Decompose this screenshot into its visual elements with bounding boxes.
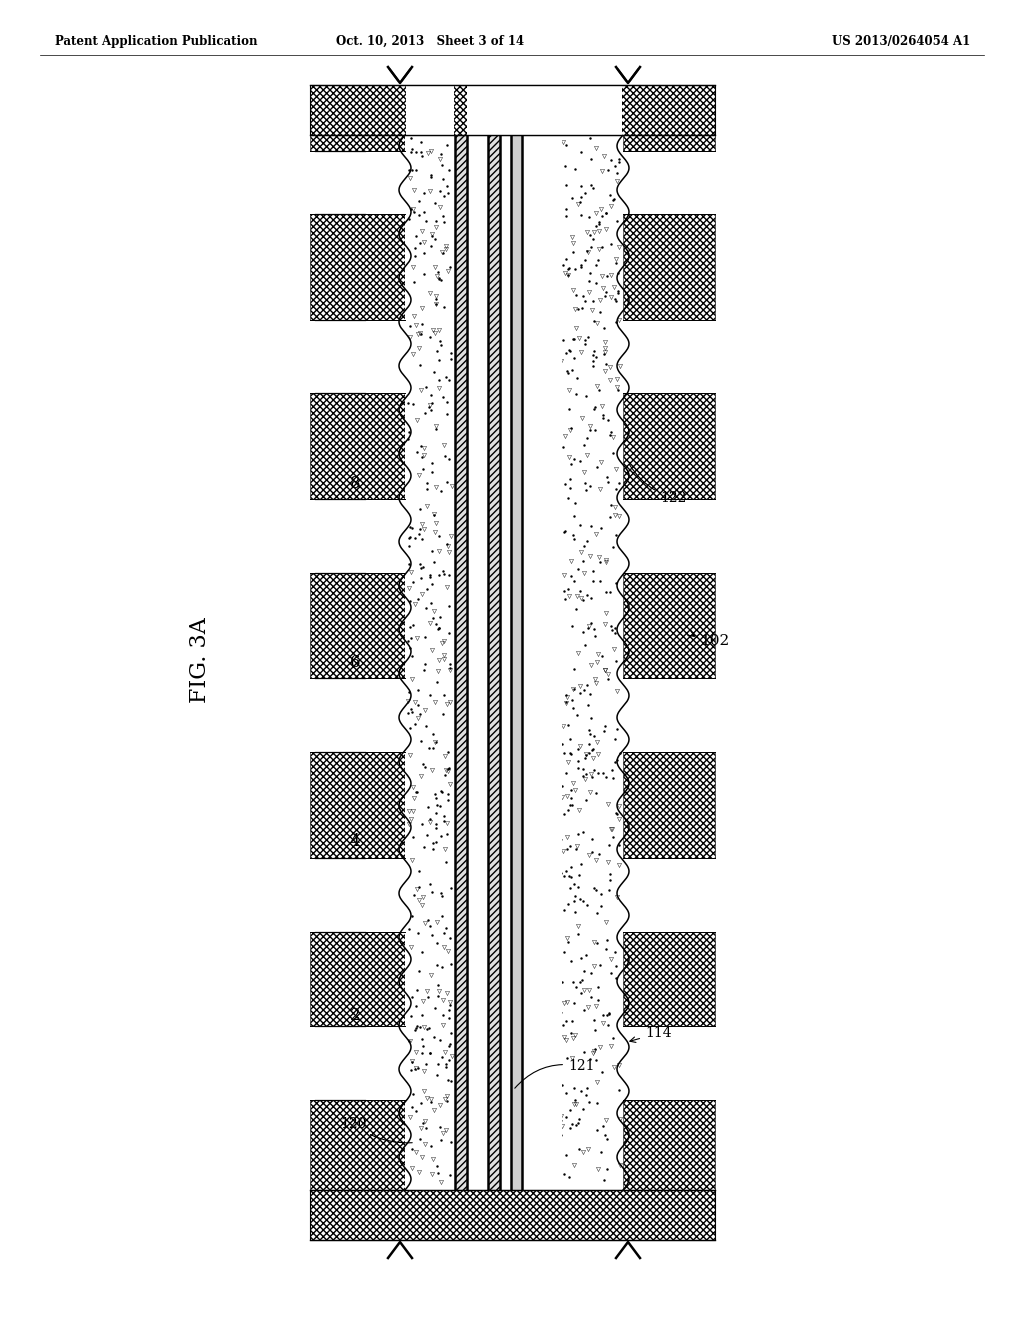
Bar	[623, 1027, 715, 1101]
Bar	[310, 214, 406, 319]
Bar	[310, 932, 406, 1027]
Text: 120: 120	[340, 1117, 413, 1143]
Text: 121: 121	[515, 1060, 595, 1088]
Bar	[310, 752, 406, 858]
Bar	[623, 678, 715, 752]
Bar	[406, 84, 454, 135]
Bar	[310, 752, 406, 858]
Bar	[310, 393, 406, 499]
Text: 102: 102	[700, 635, 729, 648]
Text: Oct. 10, 2013   Sheet 3 of 14: Oct. 10, 2013 Sheet 3 of 14	[336, 36, 524, 48]
Bar	[623, 932, 715, 1027]
Text: 2: 2	[349, 1007, 360, 1024]
Text: FIG. 3A: FIG. 3A	[189, 618, 211, 702]
Bar	[623, 858, 715, 932]
Bar	[310, 573, 406, 678]
Bar	[500, 135, 511, 1191]
Bar	[623, 393, 715, 499]
Bar	[467, 84, 522, 135]
Bar	[310, 319, 406, 393]
Text: 4: 4	[349, 833, 360, 850]
Bar	[310, 135, 406, 150]
Text: 6: 6	[350, 653, 360, 671]
Bar	[522, 135, 562, 1191]
Bar	[310, 858, 406, 932]
Bar	[310, 1191, 715, 1239]
Bar	[623, 150, 715, 214]
Text: 114: 114	[630, 1027, 672, 1043]
Bar	[623, 135, 715, 150]
Bar	[310, 84, 715, 135]
Bar	[310, 573, 406, 678]
Bar	[623, 499, 715, 573]
Bar	[310, 678, 406, 752]
Bar	[623, 573, 715, 678]
Bar	[310, 1101, 406, 1191]
Bar	[310, 150, 406, 214]
Bar	[623, 214, 715, 319]
Text: 8: 8	[349, 475, 360, 491]
Bar	[623, 752, 715, 858]
Bar	[623, 319, 715, 393]
Bar	[310, 1027, 406, 1101]
Bar	[623, 1101, 715, 1191]
Bar	[467, 135, 488, 1191]
Bar	[501, 84, 622, 135]
Bar	[488, 135, 500, 1191]
Text: 122: 122	[630, 465, 686, 506]
Bar	[310, 135, 406, 150]
Text: Patent Application Publication: Patent Application Publication	[55, 36, 257, 48]
Text: US 2013/0264054 A1: US 2013/0264054 A1	[831, 36, 970, 48]
Bar	[500, 135, 623, 1191]
Bar	[511, 135, 522, 1191]
Bar	[310, 1101, 406, 1191]
Bar	[310, 932, 406, 1027]
Bar	[310, 393, 406, 499]
Bar	[310, 499, 406, 573]
Bar	[406, 135, 455, 1191]
Bar	[455, 135, 467, 1191]
Bar	[310, 214, 406, 319]
